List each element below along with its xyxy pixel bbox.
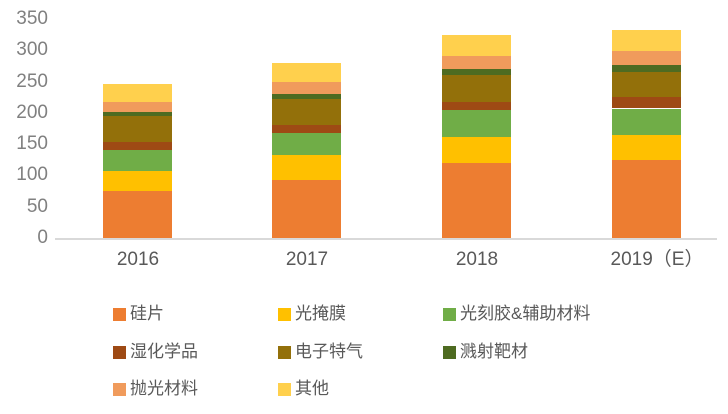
bar-segment	[103, 171, 172, 192]
bar-2016	[103, 0, 172, 238]
bar-segment	[442, 74, 511, 102]
legend-swatch	[278, 345, 291, 359]
bar-segment	[103, 116, 172, 142]
legend-label: 电子特气	[295, 342, 363, 361]
legend-item: 溅射靶材	[443, 342, 528, 362]
legend-item: 电子特气	[278, 342, 363, 362]
legend-swatch	[443, 345, 456, 359]
y-axis-tick-label: 150	[16, 133, 48, 155]
bar-segment	[442, 162, 511, 238]
bar-segment	[103, 141, 172, 150]
bar-2019（E）	[612, 0, 681, 238]
y-axis-tick-label: 0	[37, 227, 48, 248]
legend-label: 其他	[295, 379, 329, 398]
bar-segment	[442, 34, 511, 56]
bar-segment	[612, 134, 681, 160]
bar-segment	[272, 155, 341, 181]
bar-segment	[612, 30, 681, 51]
legend-item: 光掩膜	[278, 304, 346, 324]
legend-swatch	[278, 382, 291, 396]
legend-item: 其他	[278, 379, 329, 399]
bar-segment	[442, 136, 511, 163]
legend-item: 湿化学品	[113, 342, 198, 362]
bar-segment	[612, 159, 681, 238]
legend-label: 硅片	[130, 304, 164, 323]
bar-segment	[442, 101, 511, 110]
y-axis-tick-label: 200	[16, 101, 48, 123]
bar-2018	[442, 0, 511, 238]
bar-segment	[103, 84, 172, 102]
bar-segment	[272, 180, 341, 238]
legend-swatch	[113, 307, 126, 321]
bar-segment	[272, 99, 341, 125]
bar-segment	[612, 64, 681, 72]
bar-segment	[272, 62, 341, 82]
x-axis-category-label: 2019（E）	[610, 249, 704, 270]
bar-2017	[272, 0, 341, 238]
x-axis-category-label: 2018	[455, 249, 499, 270]
legend-label: 抛光材料	[130, 379, 198, 398]
bar-segment	[272, 132, 341, 156]
bar-segment	[612, 50, 681, 65]
legend-item: 抛光材料	[113, 379, 198, 399]
legend-item: 光刻胶&辅助材料	[443, 304, 590, 324]
bar-segment	[612, 108, 681, 135]
y-axis-tick-label: 250	[16, 70, 48, 92]
y-axis-tick-label: 350	[16, 8, 48, 29]
bar-segment	[442, 69, 511, 75]
bar-segment	[442, 109, 511, 137]
bar-segment	[612, 71, 681, 98]
bar-segment	[272, 81, 341, 95]
legend-swatch	[443, 307, 456, 321]
y-axis-tick-label: 50	[26, 195, 48, 217]
legend-label: 光刻胶&辅助材料	[460, 304, 591, 323]
bar-segment	[612, 97, 681, 109]
x-axis-category-label: 2017	[285, 249, 329, 270]
legend-swatch	[113, 345, 126, 359]
legend-label: 溅射靶材	[460, 342, 528, 361]
bar-segment	[272, 94, 341, 100]
legend-swatch	[113, 382, 126, 396]
y-axis-tick-label: 300	[16, 39, 48, 61]
bar-segment	[272, 124, 341, 133]
x-axis-category-label: 2016	[116, 249, 160, 270]
bar-segment	[103, 111, 172, 116]
bar-segment	[442, 55, 511, 70]
legend-item: 硅片	[113, 304, 164, 324]
legend-label: 湿化学品	[130, 342, 198, 361]
legend-swatch	[278, 307, 291, 321]
y-axis-tick-label: 100	[16, 164, 48, 186]
bar-segment	[103, 101, 172, 112]
legend-label: 光掩膜	[295, 304, 346, 323]
bar-segment	[103, 191, 172, 238]
x-axis-line	[55, 238, 717, 240]
bar-segment	[103, 149, 172, 172]
